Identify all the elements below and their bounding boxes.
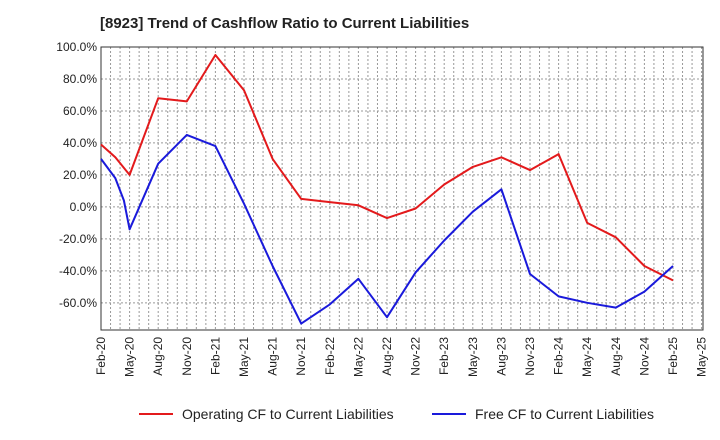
y-tick-label: 0.0% <box>70 200 98 214</box>
y-tick-label: 40.0% <box>63 136 97 150</box>
legend-swatch-operating-cf <box>139 413 173 415</box>
legend-item-free-cf: Free CF to Current Liabilities <box>432 406 654 422</box>
x-tick-label: Aug-24 <box>609 337 623 376</box>
x-tick-label: Feb-24 <box>552 337 566 375</box>
x-tick-label: Feb-23 <box>437 337 451 375</box>
x-tick-label: Nov-22 <box>409 337 423 376</box>
y-tick-label: 80.0% <box>63 72 97 86</box>
legend-label-free-cf: Free CF to Current Liabilities <box>475 406 654 422</box>
x-tick-label: Aug-23 <box>494 337 508 376</box>
y-tick-label: -40.0% <box>59 264 97 278</box>
y-tick-label: -60.0% <box>59 296 97 310</box>
y-tick-label: 100.0% <box>56 40 97 54</box>
series-line-free-cf <box>100 133 674 325</box>
x-tick-label: Feb-21 <box>208 337 222 375</box>
chart-title: [8923] Trend of Cashflow Ratio to Curren… <box>100 15 470 32</box>
x-tick-label: Feb-22 <box>323 337 337 375</box>
y-tick-label: 20.0% <box>63 168 97 182</box>
grid <box>101 46 703 330</box>
x-tick-label: May-24 <box>580 337 594 377</box>
x-tick-label: Aug-21 <box>266 337 280 376</box>
x-tick-label: May-23 <box>466 337 480 377</box>
x-tick-label: Feb-20 <box>94 337 108 375</box>
legend-label-operating-cf: Operating CF to Current Liabilities <box>182 406 394 422</box>
x-tick-label: Nov-20 <box>180 337 194 376</box>
plot-frame <box>100 46 704 331</box>
x-tick-label: May-20 <box>123 337 137 377</box>
x-tick-label: Nov-24 <box>637 337 651 376</box>
x-tick-label: Aug-20 <box>151 337 165 376</box>
x-tick-label: Nov-21 <box>294 337 308 376</box>
y-tick-label: -20.0% <box>59 232 97 246</box>
x-tick-label: Nov-23 <box>523 337 537 376</box>
x-tick-label: May-21 <box>237 337 251 377</box>
x-tick-label: Aug-22 <box>380 337 394 376</box>
x-tick-label: Feb-25 <box>666 337 680 375</box>
y-axis: 100.0% 80.0% 60.0% 40.0% 20.0% 0.0% -20.0% -40.… <box>56 40 97 310</box>
y-tick-label: 60.0% <box>63 104 97 118</box>
x-tick-label: May-22 <box>351 337 365 377</box>
x-axis: Feb-20 May-20 Aug-20 Nov-20 Feb-21 May-21 Aug-… <box>94 337 709 377</box>
series-line-operating-cf <box>100 54 674 282</box>
legend-item-operating-cf: Operating CF to Current Liabilities <box>139 406 394 422</box>
x-tick-label: May-25 <box>695 337 709 377</box>
series-lines <box>100 54 674 325</box>
legend-swatch-free-cf <box>432 413 466 415</box>
